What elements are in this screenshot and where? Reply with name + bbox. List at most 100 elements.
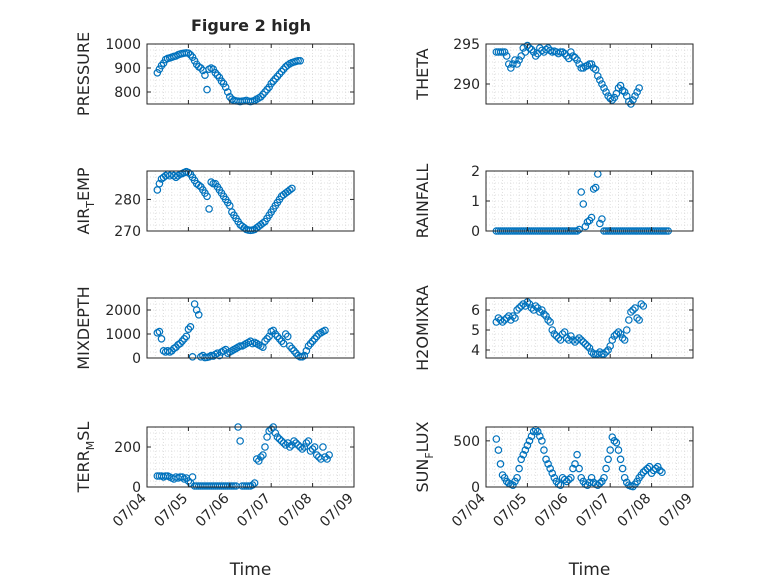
data-point (577, 64, 586, 72)
series-markers (153, 167, 296, 235)
y-tick-label: 200 (114, 440, 141, 456)
data-point (635, 84, 643, 92)
data-point (523, 441, 532, 450)
subplot-mixdepth: 0 1000 2000 MIXDEPTH (74, 286, 355, 370)
data-point (562, 477, 571, 486)
plot-area (486, 44, 693, 104)
data-point (275, 334, 284, 343)
data-point (275, 435, 284, 443)
data-point (538, 306, 546, 314)
series-markers (153, 423, 333, 490)
data-point (513, 306, 521, 314)
data-point (639, 468, 648, 477)
data-point (286, 342, 294, 350)
data-point (207, 178, 215, 186)
y-tick-label: 280 (114, 192, 141, 208)
data-point (517, 52, 525, 60)
data-point (296, 56, 304, 65)
data-point (292, 439, 300, 447)
data-point (548, 469, 557, 477)
data-point (629, 306, 637, 314)
data-point (542, 45, 550, 54)
data-point (494, 446, 503, 454)
subplot-air-temp: 270 280 AIRTEMP (74, 167, 355, 240)
data-point (536, 432, 544, 441)
data-point (310, 443, 319, 451)
data-point (558, 330, 567, 338)
data-point (308, 337, 317, 346)
series-markers (492, 425, 666, 491)
data-point (180, 334, 189, 343)
data-point (230, 482, 238, 490)
data-point (600, 84, 608, 92)
y-axis-label: THETA (413, 48, 432, 100)
data-point (273, 433, 282, 441)
data-point (306, 339, 315, 348)
series-markers (153, 300, 329, 362)
data-point (279, 439, 288, 447)
data-point (155, 327, 164, 336)
y-tick-label: 295 (453, 37, 480, 53)
data-point (577, 336, 586, 344)
data-point (556, 481, 565, 489)
data-point (271, 330, 280, 338)
data-point (616, 455, 625, 464)
data-point (536, 308, 544, 316)
y-tick-label: 900 (114, 61, 141, 77)
data-point (302, 439, 311, 447)
x-tick-label: 07/04 (110, 490, 150, 530)
data-point (283, 332, 292, 341)
data-point (500, 473, 509, 482)
data-point (571, 460, 579, 468)
data-point (257, 93, 265, 101)
data-point (587, 213, 596, 222)
data-point (513, 60, 521, 68)
data-point (608, 336, 617, 344)
data-point (567, 473, 575, 482)
y-tick-label: 270 (114, 224, 141, 240)
data-point (600, 473, 608, 482)
subplot-pressure: 800 900 1000 PRESSURE (74, 32, 355, 116)
data-point (269, 77, 278, 86)
data-point (273, 72, 282, 81)
y-tick-label: 290 (453, 77, 480, 93)
data-point (620, 88, 629, 96)
data-point (288, 184, 296, 193)
data-point (585, 60, 594, 68)
data-point (620, 336, 629, 344)
data-point (205, 205, 213, 213)
data-point (633, 477, 641, 486)
data-point (288, 344, 296, 353)
data-point (531, 52, 540, 60)
data-point (186, 322, 195, 331)
data-point (192, 306, 201, 314)
data-point (259, 451, 267, 459)
data-point (587, 473, 596, 482)
x-tick-label: 07/07 (234, 491, 274, 531)
y-axis-label: RAINFALL (413, 164, 432, 239)
data-point (616, 330, 625, 338)
data-point (544, 316, 552, 324)
data-point (583, 342, 592, 350)
data-point (201, 71, 209, 80)
data-point (542, 312, 550, 320)
data-point (593, 72, 602, 80)
data-point (548, 326, 557, 334)
data-point (496, 48, 505, 56)
data-point (575, 225, 583, 234)
data-point (304, 342, 313, 350)
data-point (304, 437, 313, 445)
data-point (186, 50, 195, 59)
data-point (267, 425, 276, 433)
y-tick-label: 1000 (105, 37, 141, 53)
axes-box (146, 297, 355, 359)
data-point (523, 41, 532, 50)
data-point (540, 446, 548, 454)
x-axis-label: Time (568, 560, 611, 580)
data-point (188, 352, 197, 361)
subplot-rainfall: 0 1 2 RAINFALL (413, 164, 694, 240)
data-point (296, 443, 304, 451)
data-point (286, 443, 294, 451)
data-point (633, 314, 641, 322)
data-point (579, 200, 588, 208)
